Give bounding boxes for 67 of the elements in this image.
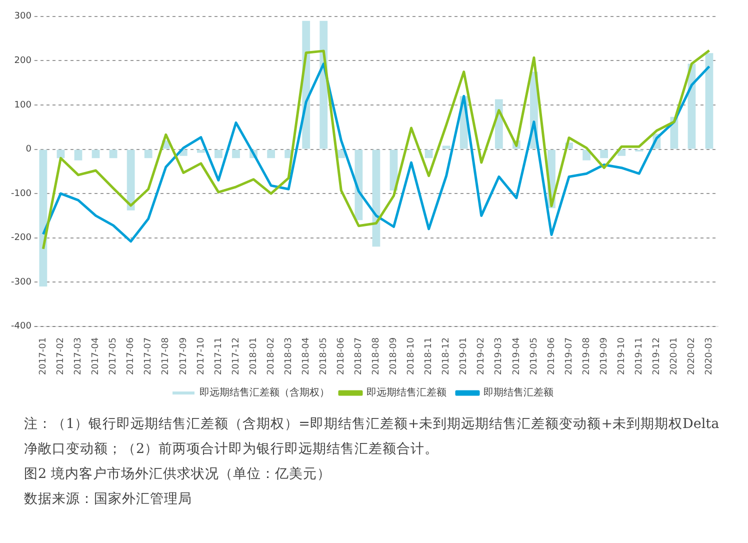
y-tick-label: 0 [26, 144, 32, 155]
x-tick-label: 2019-03 [494, 337, 504, 376]
x-tick-label: 2018-01 [248, 337, 259, 376]
text: 注：（1）银行即远期结售汇差额（含期权）=即期结售汇差额+未到期远期结售汇差额变动额+未到期期权Delta净敞口变动额；（2）前两项合计即为银行即远期结售汇差额合计。 [24, 415, 720, 459]
y-tick-label: -200 [10, 233, 32, 244]
x-tick-label: 2019-10 [616, 337, 627, 376]
legend-label: 即远期结售汇差额 [366, 386, 446, 399]
bar [267, 150, 275, 158]
x-tick-label: 2018-11 [424, 337, 434, 376]
x-tick-label: 2020-02 [687, 337, 698, 376]
y-tick-label: -300 [10, 277, 32, 288]
bar [144, 150, 152, 158]
y-tick-label: 300 [14, 12, 32, 22]
bar [214, 150, 222, 158]
x-tick-label: 2019-05 [529, 337, 540, 376]
x-tick-label: 2020-03 [704, 337, 715, 376]
x-tick-label: 2018-03 [284, 337, 294, 376]
bar [424, 150, 433, 158]
bar [92, 150, 100, 158]
x-tick-label: 2018-07 [354, 337, 364, 376]
y-tick-label: 100 [14, 100, 32, 110]
x-tick-label: 2019-01 [459, 337, 470, 376]
x-tick-label: 2018-06 [336, 337, 346, 376]
y-tick-label: 200 [14, 56, 32, 66]
x-tick-label: 2017-10 [196, 337, 206, 376]
x-tick-label: 2017-02 [56, 337, 66, 376]
x-tick-label: 2018-08 [372, 337, 382, 376]
bar [39, 150, 48, 287]
bar [196, 150, 205, 153]
x-tick-label: 2019-04 [512, 337, 522, 376]
x-tick-label: 2019-08 [582, 337, 592, 376]
legend-label: 即期结售汇差额 [484, 386, 554, 399]
x-tick-label: 2019-11 [634, 337, 644, 376]
x-tick-label: 2020-01 [670, 337, 680, 376]
source-note: 数据来源：国家外汇管理局 [24, 490, 193, 509]
x-tick-label: 2019-06 [546, 337, 557, 376]
x-tick-label: 2017-08 [161, 337, 172, 376]
x-tick-label: 2018-02 [266, 337, 276, 376]
x-tick-label: 2017-07 [144, 337, 154, 376]
x-tick-label: 2017-04 [91, 337, 102, 376]
x-tick-label: 2017-12 [231, 337, 242, 376]
x-tick-label: 2019-09 [599, 337, 610, 376]
text: 图2 境内客户市场外汇供求状况（单位：亿美元） [24, 465, 332, 484]
x-tick-label: 2019-12 [652, 337, 662, 376]
x-tick-label: 2017-11 [214, 337, 224, 376]
x-tick-label: 2018-12 [442, 337, 452, 376]
bar [109, 150, 118, 158]
bar [705, 53, 714, 149]
x-tick-label: 2019-02 [476, 337, 487, 376]
x-tick-label: 2017-01 [38, 337, 49, 376]
bar [600, 150, 608, 158]
bar [126, 150, 135, 210]
x-tick-label: 2019-07 [564, 337, 574, 376]
x-tick-label: 2017-09 [178, 337, 189, 376]
x-tick-label: 2018-04 [301, 337, 312, 376]
x-tick-label: 2017-06 [126, 337, 136, 376]
y-tick-label: -400 [10, 322, 32, 332]
x-tick-label: 2017-03 [74, 337, 84, 376]
bar [442, 146, 450, 149]
bar [74, 150, 82, 160]
y-tick-label: -100 [10, 188, 32, 199]
x-tick-label: 2018-10 [406, 337, 417, 376]
x-tick-label: 2017-05 [108, 337, 119, 376]
x-tick-label: 2018-05 [318, 337, 329, 376]
bar [232, 150, 240, 158]
legend-label: 即远期结售汇差额（含期权） [200, 386, 330, 399]
x-tick-label: 2018-09 [389, 337, 400, 376]
